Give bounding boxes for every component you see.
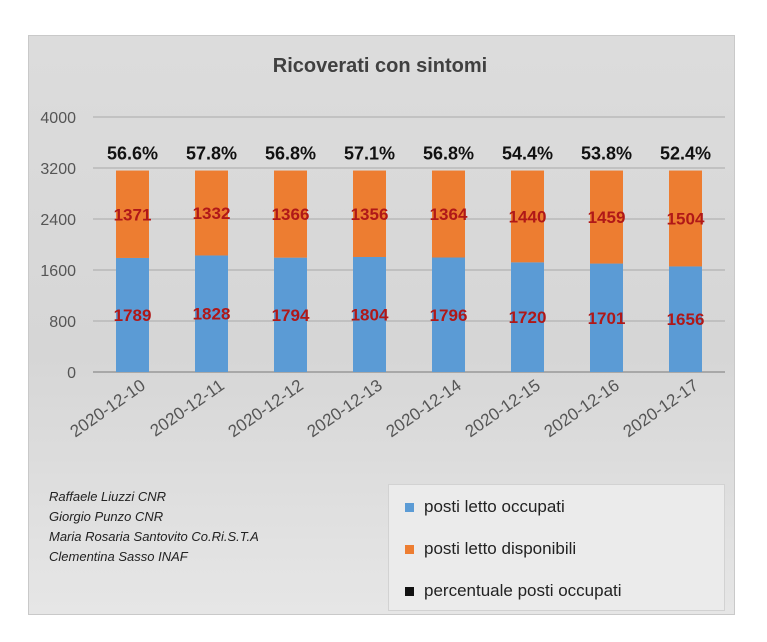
legend-label: posti letto disponibili bbox=[424, 539, 577, 558]
credit-line: Giorgio Punzo CNR bbox=[49, 509, 164, 524]
bar-disponibili bbox=[274, 170, 307, 258]
data-label-disponibili: 1356 bbox=[351, 205, 389, 224]
credit-line: Raffaele Liuzzi CNR bbox=[49, 489, 167, 504]
percentage-label: 56.8% bbox=[423, 144, 474, 164]
x-tick-label: 2020-12-10 bbox=[67, 376, 149, 441]
legend: posti letto occupati posti letto disponi… bbox=[388, 484, 725, 611]
data-label-occupati: 1796 bbox=[430, 306, 468, 325]
y-tick-label: 1600 bbox=[40, 263, 76, 280]
credit-line: Clementina Sasso INAF bbox=[49, 549, 188, 564]
percentage-label: 53.8% bbox=[581, 144, 632, 164]
bar-occupati bbox=[274, 257, 307, 372]
y-tick-label: 4000 bbox=[40, 110, 76, 127]
bar-disponibili bbox=[511, 170, 544, 263]
data-label-occupati: 1789 bbox=[114, 306, 152, 325]
legend-swatch-percentuale bbox=[405, 586, 414, 596]
data-label-disponibili: 1364 bbox=[430, 205, 468, 224]
percentage-label: 56.8% bbox=[265, 144, 316, 164]
bar-occupati bbox=[116, 257, 149, 372]
bar-occupati bbox=[511, 262, 544, 372]
percentage-label: 56.6% bbox=[107, 144, 158, 164]
data-label-occupati: 1828 bbox=[193, 305, 231, 324]
percentage-label: 54.4% bbox=[502, 144, 553, 164]
credits: Raffaele Liuzzi CNR Giorgio Punzo CNR Ma… bbox=[49, 487, 349, 567]
data-label-occupati: 1701 bbox=[588, 309, 626, 328]
bar-occupati bbox=[353, 256, 386, 372]
bar-disponibili bbox=[116, 170, 149, 258]
bar-occupati bbox=[195, 255, 228, 372]
bar-occupati bbox=[590, 263, 623, 372]
bar-occupati bbox=[432, 257, 465, 372]
x-tick-label: 2020-12-16 bbox=[541, 376, 623, 441]
percentage-label: 57.8% bbox=[186, 144, 237, 164]
data-label-disponibili: 1371 bbox=[114, 205, 152, 224]
x-tick-label: 2020-12-14 bbox=[383, 376, 465, 441]
data-label-occupati: 1794 bbox=[272, 306, 310, 325]
bar-disponibili bbox=[195, 170, 228, 256]
legend-label: percentuale posti occupati bbox=[424, 581, 622, 600]
data-label-occupati: 1720 bbox=[509, 308, 547, 327]
legend-swatch-disponibili bbox=[405, 544, 414, 554]
data-label-disponibili: 1366 bbox=[272, 205, 310, 224]
bars bbox=[116, 170, 702, 372]
y-tick-label: 800 bbox=[49, 314, 76, 331]
data-label-disponibili: 1332 bbox=[193, 204, 231, 223]
legend-label: posti letto occupati bbox=[424, 497, 565, 516]
x-tick-label: 2020-12-12 bbox=[225, 376, 307, 441]
credit-line: Maria Rosaria Santovito Co.Ri.S.T.A bbox=[49, 529, 259, 544]
bar-disponibili bbox=[669, 170, 702, 267]
data-label-disponibili: 1459 bbox=[588, 208, 626, 227]
percentage-labels: 56.6% 57.8% 56.8% 57.1% 56.8% 54.4% 53.8% 52.4% bbox=[107, 144, 711, 164]
legend-item-occupati: posti letto occupati bbox=[405, 495, 565, 519]
x-axis: 2020-12-102020-12-112020-12-122020-12-13… bbox=[67, 376, 702, 441]
x-tick-label: 2020-12-11 bbox=[147, 376, 228, 441]
chart-title: Ricoverati con sintomi bbox=[273, 55, 488, 77]
x-tick-label: 2020-12-15 bbox=[462, 376, 544, 441]
data-label-disponibili: 1440 bbox=[509, 207, 547, 226]
data-labels: 1789 1371 1828 1332 1794 1366 1804 1356 1796 1364… bbox=[114, 204, 705, 329]
y-tick-label: 2400 bbox=[40, 212, 76, 229]
data-label-occupati: 1656 bbox=[667, 310, 705, 329]
data-label-occupati: 1804 bbox=[351, 305, 389, 324]
legend-swatch-occupati bbox=[405, 502, 414, 512]
x-tick-label: 2020-12-17 bbox=[620, 376, 702, 441]
bar-disponibili bbox=[590, 170, 623, 264]
y-tick-label: 3200 bbox=[40, 161, 76, 178]
legend-item-disponibili: posti letto disponibili bbox=[405, 537, 576, 561]
y-tick-label: 0 bbox=[67, 365, 76, 382]
data-label-disponibili: 1504 bbox=[667, 209, 705, 228]
y-axis: 0 800 1600 2400 3200 4000 bbox=[40, 110, 76, 382]
percentage-label: 52.4% bbox=[660, 144, 711, 164]
percentage-label: 57.1% bbox=[344, 144, 395, 164]
legend-item-percentuale: percentuale posti occupati bbox=[405, 579, 622, 603]
bar-disponibili bbox=[353, 170, 386, 257]
bar-disponibili bbox=[432, 170, 465, 258]
x-tick-label: 2020-12-13 bbox=[304, 376, 386, 441]
bar-occupati bbox=[669, 266, 702, 372]
